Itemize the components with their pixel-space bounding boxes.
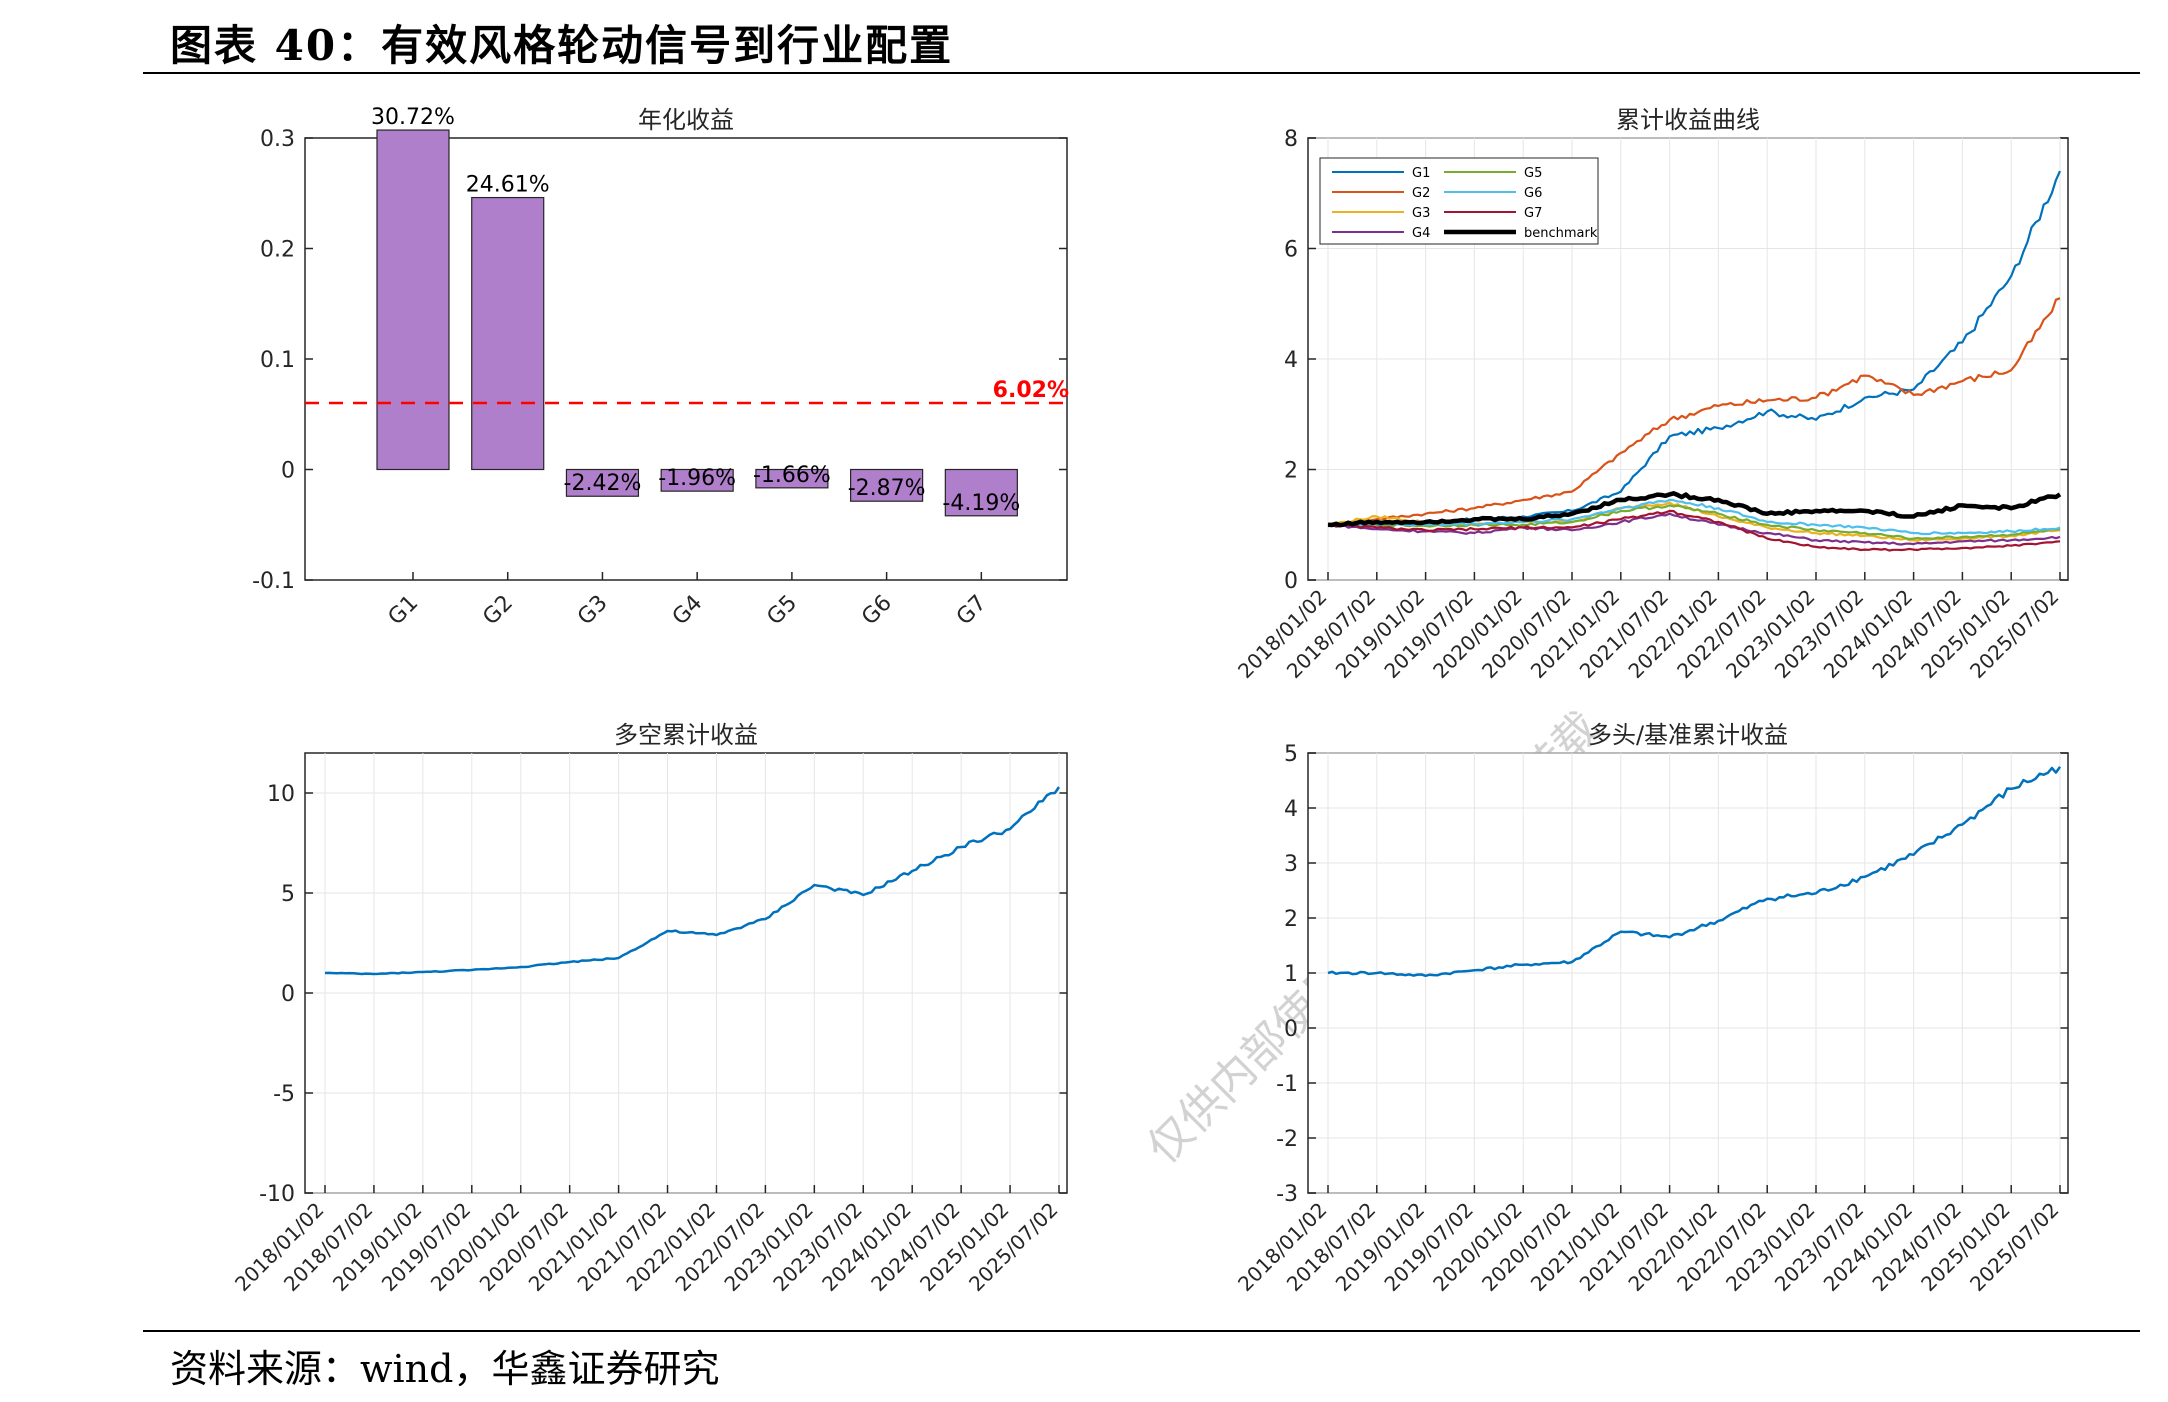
- y-tick-label: -5: [273, 1082, 295, 1107]
- data-label-G6: -2.87%: [848, 476, 926, 501]
- x-tick-label: G4: [668, 591, 708, 631]
- series-line-benchmark: [1327, 491, 2062, 528]
- long-benchmark-cumulative-chart: 多头/基准累计收益-3-2-10123452018/01/022018/07/0…: [1233, 721, 2069, 1296]
- y-tick-label: 0: [281, 982, 295, 1007]
- cumulative-chart-title: 累计收益曲线: [1616, 106, 1760, 134]
- series-line-long-benchmark: [1327, 766, 2062, 978]
- series-line-G6: [1327, 498, 2061, 536]
- y-tick-label: 2: [1284, 907, 1298, 932]
- data-label-G7: -4.19%: [942, 491, 1020, 516]
- y-tick-label: -1: [1276, 1072, 1298, 1097]
- y-tick-label: -2: [1276, 1127, 1298, 1152]
- legend-label-G7: G7: [1524, 206, 1542, 221]
- series-line-long-short: [324, 786, 1061, 976]
- series-line-G2: [1327, 297, 2061, 526]
- y-tick-label: 0: [1284, 1017, 1298, 1042]
- data-label-G4: -1.96%: [658, 466, 736, 491]
- legend-label-G4: G4: [1412, 226, 1430, 241]
- data-label-G5: -1.66%: [753, 463, 831, 488]
- long-short-chart-title: 多空累计收益: [614, 721, 758, 749]
- source-note: 资料来源：wind，华鑫证券研究: [170, 1347, 720, 1391]
- y-tick-label: -3: [1276, 1182, 1298, 1207]
- bottom-rule: [143, 1330, 2140, 1332]
- series-line-G5: [1327, 504, 2061, 541]
- x-tick-label: G5: [763, 591, 803, 631]
- y-tick-label: 0: [1284, 569, 1298, 594]
- x-tick-label: G7: [952, 591, 992, 631]
- data-label-G2: 24.61%: [466, 173, 550, 198]
- data-label-G1: 30.72%: [371, 105, 455, 130]
- data-label-G3: -2.42%: [564, 471, 642, 496]
- x-tick-label: G6: [857, 591, 897, 631]
- legend-label-G6: G6: [1524, 186, 1542, 201]
- series-line-G7: [1327, 509, 2061, 552]
- legend-label-G5: G5: [1524, 166, 1542, 181]
- legend-label-G2: G2: [1412, 186, 1430, 201]
- y-tick-label: -0.1: [252, 569, 295, 594]
- x-tick-label: G3: [573, 591, 613, 631]
- x-tick-label: G1: [384, 591, 424, 631]
- plot-area: [304, 752, 1068, 1194]
- reference-line-label: 6.02%: [993, 378, 1069, 403]
- y-tick-label: 0.2: [260, 238, 295, 263]
- bar-G3: [565, 468, 640, 497]
- x-tick-label: G2: [478, 591, 518, 631]
- y-tick-label: 6: [1284, 238, 1298, 263]
- y-tick-label: 8: [1284, 127, 1298, 152]
- long-benchmark-chart-title: 多头/基准累计收益: [1588, 721, 1788, 749]
- y-tick-label: 5: [281, 882, 295, 907]
- y-tick-label: 0.3: [260, 127, 295, 152]
- y-tick-label: 1: [1284, 962, 1298, 987]
- y-tick-label: 5: [1284, 742, 1298, 767]
- bar-chart-title: 年化收益: [638, 106, 734, 134]
- y-tick-label: 4: [1284, 348, 1298, 373]
- y-tick-label: 2: [1284, 459, 1298, 484]
- series-line-G4: [1327, 512, 2061, 546]
- figure-title: 图表 40：有效风格轮动信号到行业配置: [170, 21, 954, 70]
- bar-G4: [660, 468, 734, 492]
- y-tick-label: 4: [1284, 797, 1298, 822]
- bar-G7: [944, 468, 1018, 517]
- y-tick-label: 0.1: [260, 348, 295, 373]
- legend-label-G1: G1: [1412, 166, 1430, 181]
- annual-return-bar-chart: 年化收益 -0.1 0 0.1 0.2 0.3 30.72% G1 24.61% G2 -2.42%…: [252, 105, 1069, 630]
- y-tick-label: 0: [281, 459, 295, 484]
- y-tick-label: -10: [259, 1182, 295, 1207]
- cumulative-return-line-chart: 累计收益曲线024682018/01/022018/07/022019/01/0…: [1233, 106, 2069, 683]
- bar-G6: [850, 468, 924, 502]
- bar-G1: [376, 129, 450, 471]
- long-short-cumulative-chart: 多空累计收益-10-505102018/01/022018/07/022019/…: [230, 721, 1068, 1296]
- bar-G5: [755, 468, 829, 489]
- y-tick-label: 10: [267, 782, 295, 807]
- top-rule: [143, 72, 2140, 74]
- y-tick-label: 3: [1284, 852, 1298, 877]
- bar-G2: [471, 196, 545, 471]
- legend: G1 G2 G3 G4 G5 G6 G7 benchmark: [1319, 157, 1599, 245]
- legend-label-benchmark: benchmark: [1524, 226, 1598, 241]
- legend-label-G3: G3: [1412, 206, 1430, 221]
